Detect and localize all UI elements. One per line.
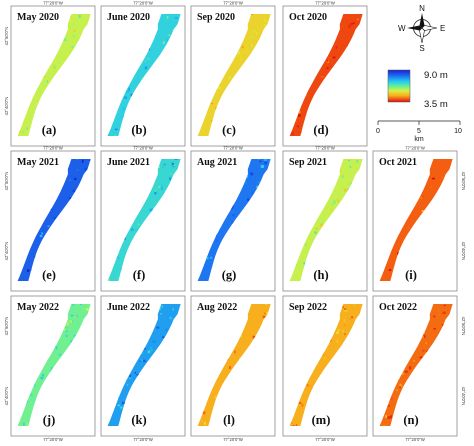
- map-panel-l: Aug 2022 (l) 77°20'0"W: [190, 295, 276, 442]
- scale-unit: km: [414, 136, 424, 143]
- map-panel-b: June 2020 (b) 77°20'0"W: [100, 1, 186, 147]
- longitude-label: 77°20'0"W: [405, 437, 425, 442]
- scale-tick-10: 10: [454, 128, 462, 135]
- longitude-label: 77°20'0"W: [43, 1, 63, 6]
- longitude-label: 77°20'0"W: [315, 146, 335, 151]
- legend-max-label: 9.0 m: [424, 70, 448, 81]
- longitude-label: 77°20'0"W: [133, 1, 153, 6]
- panel-letter: (k): [131, 413, 146, 427]
- compass-w-label: W: [398, 24, 406, 33]
- latitude-label: 42°50'0"N: [4, 317, 9, 336]
- scale-bar: 0 5 10 km: [376, 120, 462, 143]
- longitude-label: 77°20'0"W: [133, 146, 153, 151]
- panel-letter: (n): [403, 413, 418, 427]
- panel-letter: (h): [313, 268, 328, 282]
- map-panel-j: May 2022 (j) 77°20'0"W 42°50'0"N 42°40'0"N: [4, 295, 96, 442]
- map-panel-a: May 2020 (a) 77°20'0"W 42°50'0"N 42°40'0"N: [4, 1, 96, 147]
- longitude-label: 77°20'0"W: [43, 146, 63, 151]
- latitude-label: 42°40'0"N: [461, 242, 466, 261]
- map-panel-d: Oct 2020 (d) 77°20'0"W: [282, 1, 368, 147]
- longitude-label: 77°20'0"W: [223, 146, 243, 151]
- panel-letter: (b): [131, 123, 146, 137]
- panel-title: Sep 2022: [289, 302, 327, 313]
- longitude-label: 77°20'0"W: [133, 437, 153, 442]
- latitude-label: 42°50'0"N: [4, 27, 9, 46]
- panel-title: Aug 2022: [197, 302, 237, 313]
- panel-title: June 2021: [107, 157, 150, 168]
- panel-letter: (a): [42, 123, 57, 137]
- compass-s-label: S: [419, 44, 424, 53]
- map-panel-m: Sep 2022 (m) 77°20'0"W: [282, 295, 368, 442]
- map-panel-h: Sep 2021 (h) 77°20'0"W: [282, 146, 368, 292]
- panel-title: Sep 2021: [289, 157, 327, 168]
- longitude-label: 77°20'0"W: [315, 1, 335, 6]
- panel-title: May 2020: [17, 12, 59, 23]
- panel-letter: (m): [312, 413, 331, 427]
- scale-tick-0: 0: [376, 128, 380, 135]
- latitude-label: 42°40'0"N: [4, 97, 9, 116]
- map-panel-k: June 2022 (k) 77°20'0"W: [100, 295, 186, 442]
- panel-letter: (c): [222, 123, 236, 137]
- panel-letter: (i): [405, 268, 417, 282]
- panel-title: June 2020: [107, 12, 150, 23]
- panel-title: May 2022: [17, 302, 59, 313]
- compass-e-label: E: [440, 24, 445, 33]
- panel-letter: (d): [313, 123, 328, 137]
- latitude-label: 42°50'0"N: [4, 172, 9, 191]
- map-panel-i: Oct 2021 (i) 77°20'0"W 42°50'0"N 42°40'0"N: [372, 146, 466, 292]
- scale-tick-5: 5: [417, 128, 421, 135]
- map-panel-n: Oct 2022 (n) 77°20'0"W 42°50'0"N 42°40'0"N: [372, 295, 466, 442]
- panel-title: May 2021: [17, 157, 59, 168]
- longitude-label: 77°20'0"W: [315, 437, 335, 442]
- map-panel-f: June 2021 (f) 77°20'0"W: [100, 146, 186, 292]
- compass-n-label: N: [419, 4, 425, 13]
- compass-rose-icon: N S E W: [398, 4, 445, 53]
- panel-title: Oct 2021: [379, 157, 417, 168]
- latitude-label: 42°40'0"N: [4, 387, 9, 406]
- longitude-label: 77°20'0"W: [223, 437, 243, 442]
- map-panel-e: May 2021 (e) 77°20'0"W 42°50'0"N 42°40'0"N: [4, 146, 96, 292]
- map-panel-g: Aug 2021 (g) 77°20'0"W: [190, 146, 276, 292]
- panel-letter: (l): [223, 413, 235, 427]
- panel-title: Oct 2022: [379, 302, 417, 313]
- legend-min-label: 3.5 m: [424, 99, 448, 110]
- panel-title: June 2022: [107, 302, 150, 313]
- latitude-label: 42°50'0"N: [461, 172, 466, 191]
- latitude-label: 42°40'0"N: [4, 242, 9, 261]
- longitude-label: 77°20'0"W: [43, 437, 63, 442]
- panel-title: Sep 2020: [197, 12, 235, 23]
- panel-title: Oct 2020: [289, 12, 327, 23]
- panel-title: Aug 2021: [197, 157, 237, 168]
- panel-letter: (j): [43, 413, 56, 427]
- longitude-label: 77°20'0"W: [405, 146, 425, 151]
- latitude-label: 42°50'0"N: [461, 317, 466, 336]
- latitude-label: 42°40'0"N: [461, 387, 466, 406]
- panel-letter: (f): [133, 268, 146, 282]
- panel-letter: (g): [222, 268, 237, 282]
- legend-color-ramp: [387, 69, 411, 103]
- panel-letter: (e): [42, 268, 56, 282]
- map-panel-c: Sep 2020 (c) 77°20'0"W: [190, 1, 276, 147]
- longitude-label: 77°20'0"W: [223, 1, 243, 6]
